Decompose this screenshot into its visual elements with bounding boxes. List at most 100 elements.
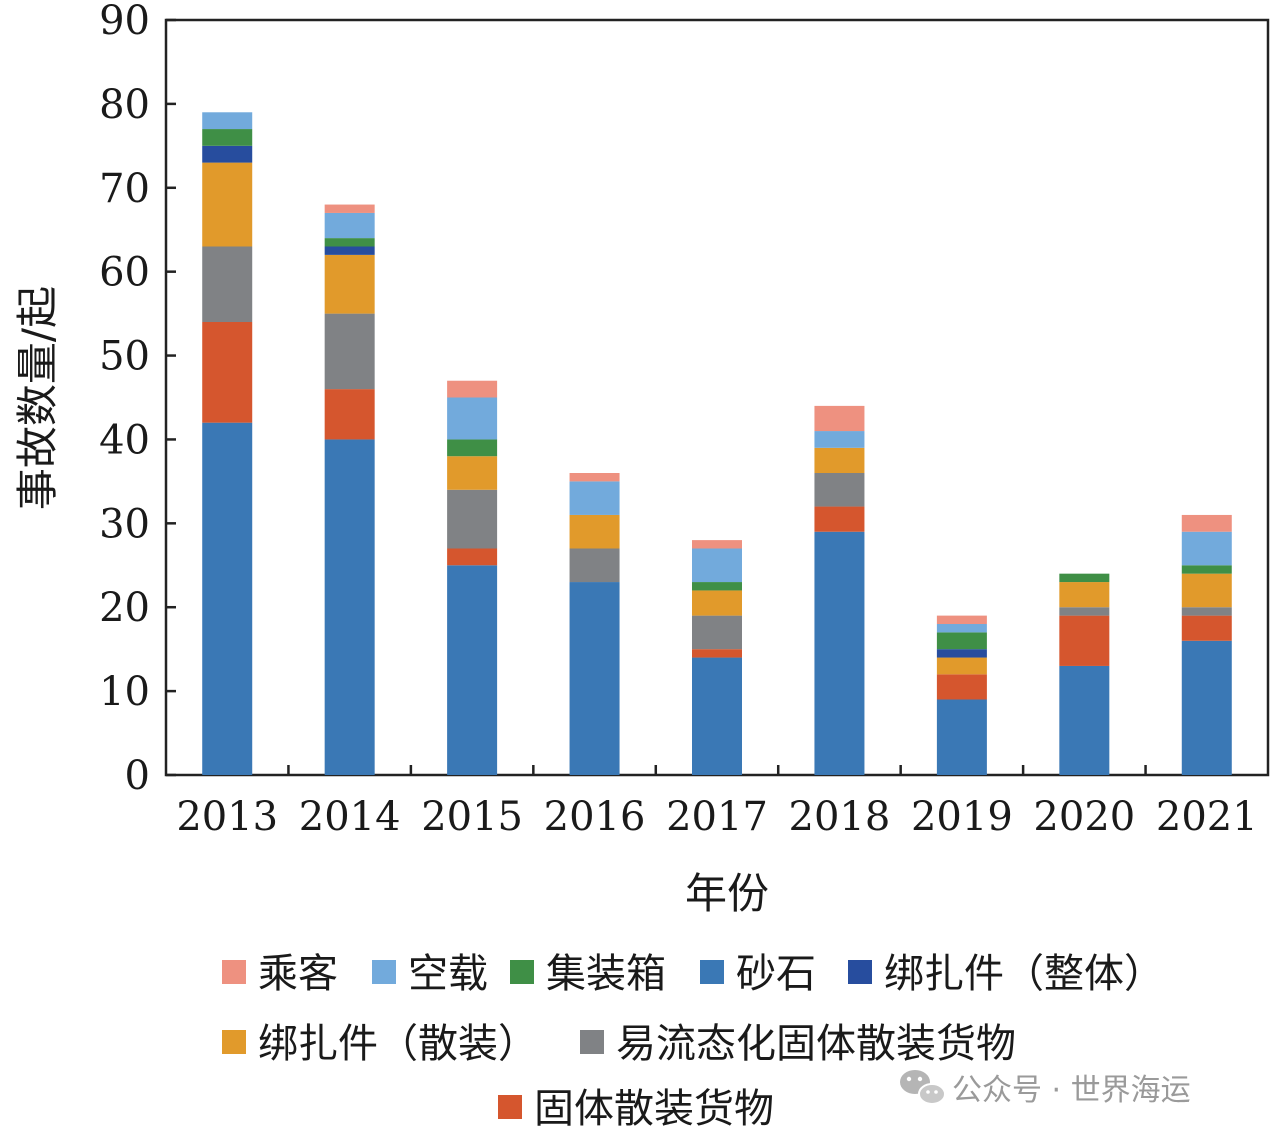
legend-label: 乘客 (258, 951, 338, 997)
legend-item: 砂石 (700, 951, 816, 997)
y-tick-label: 90 (99, 0, 150, 44)
bar-segment (202, 145, 253, 163)
y-tick-label: 30 (99, 501, 150, 547)
x-tick-label: 2019 (911, 794, 1013, 840)
y-tick-label: 60 (99, 250, 150, 296)
bar-segment (1181, 514, 1232, 532)
legend-swatch (222, 960, 246, 984)
legend-item: 集装箱 (510, 951, 666, 997)
bar-segment (1181, 565, 1232, 574)
bar-segment (1059, 615, 1110, 666)
bar-segment (692, 582, 742, 591)
y-tick-label: 50 (99, 334, 150, 380)
bar-segment (814, 473, 865, 507)
watermark: 公众号 · 世界海运 (900, 1070, 1191, 1108)
bar-segment (692, 657, 742, 775)
x-tick-label: 2013 (176, 794, 278, 840)
bar-segment (814, 531, 865, 775)
bar-segment (1181, 573, 1232, 608)
bar-segment (447, 489, 498, 549)
bar-segment (936, 632, 987, 650)
bar-segment (814, 431, 865, 448)
bar-segment (324, 439, 375, 775)
legend-swatch (848, 960, 872, 984)
bar-segment (447, 397, 498, 440)
y-tick-label: 20 (99, 585, 150, 631)
legend-swatch (222, 1030, 246, 1054)
x-tick-label: 2016 (544, 794, 646, 840)
bar-segment (936, 649, 987, 658)
x-tick-label: 2018 (789, 794, 891, 840)
bar-segment (324, 313, 375, 390)
legend-label: 绑扎件（散装） (258, 1021, 538, 1067)
legend-item: 空载 (372, 951, 488, 997)
bar-segment (447, 548, 498, 566)
bar-segment (324, 246, 375, 255)
bar-segment (1181, 607, 1232, 616)
legend-swatch (498, 1095, 522, 1119)
legend-label: 绑扎件（整体） (884, 951, 1164, 997)
x-tick-label: 2015 (421, 794, 523, 840)
legend-swatch (372, 960, 396, 984)
bar-segment (569, 582, 620, 775)
y-tick-label: 10 (99, 669, 150, 715)
bar-segment (692, 615, 742, 650)
bar-segment (202, 112, 253, 130)
y-axis-title: 事故数量/起 (13, 286, 62, 510)
x-axis-title: 年份 (685, 869, 769, 918)
bars (202, 112, 1232, 775)
bar-segment (569, 481, 620, 515)
bar-segment (692, 590, 742, 616)
legend-label: 砂石 (736, 951, 816, 997)
legend-item: 易流态化固体散装货物 (580, 1021, 1016, 1067)
legend-label: 易流态化固体散装货物 (616, 1021, 1016, 1067)
bar-segment (447, 380, 498, 398)
bar-segment (1059, 665, 1110, 775)
legend-item: 乘客 (222, 951, 338, 997)
bar-segment (202, 246, 253, 322)
bar-segment (569, 548, 620, 583)
legend-item: 绑扎件（散装） (222, 1021, 538, 1067)
bar-segment (202, 162, 253, 247)
bar-segment (202, 422, 253, 775)
bar-segment (692, 540, 742, 549)
bar-segment (1059, 607, 1110, 616)
bar-segment (324, 204, 375, 213)
legend-swatch (510, 960, 534, 984)
bar-segment (569, 514, 620, 549)
legend-label: 集装箱 (546, 951, 666, 997)
bar-segment (324, 254, 375, 314)
x-tick-label: 2020 (1033, 794, 1135, 840)
bar-segment (324, 389, 375, 440)
bar-segment (1181, 640, 1232, 775)
bar-segment (1181, 615, 1232, 641)
bar-segment (324, 212, 375, 239)
bar-segment (936, 615, 987, 624)
bar-segment (447, 565, 498, 775)
bar-segment (1181, 531, 1232, 566)
bar-segment (447, 439, 498, 457)
bar-segment (447, 456, 498, 490)
y-tick-label: 80 (99, 82, 150, 128)
bar-segment (936, 624, 987, 633)
bar-segment (569, 473, 620, 482)
bar-segment (692, 649, 742, 658)
bar-segment (324, 238, 375, 247)
bar-segment (936, 657, 987, 675)
bar-segment (814, 506, 865, 532)
y-tick-label: 40 (99, 417, 150, 463)
axis-ticks: 0 10 20 30 40 50 60 70 80 90 2013 2014 2015 2016 2017 2… (99, 0, 1258, 840)
bar-segment (936, 699, 987, 775)
x-tick-label: 2017 (666, 794, 768, 840)
x-tick-label: 2014 (299, 794, 401, 840)
legend-swatch (580, 1030, 604, 1054)
x-tick-label: 2021 (1156, 794, 1258, 840)
bar-segment (814, 405, 865, 432)
bar-segment (202, 129, 253, 146)
y-tick-label: 0 (125, 753, 150, 799)
bar-segment (814, 447, 865, 473)
legend-label: 固体散装货物 (534, 1086, 774, 1132)
bar-segment (202, 322, 253, 423)
legend-item: 绑扎件（整体） (848, 951, 1164, 997)
